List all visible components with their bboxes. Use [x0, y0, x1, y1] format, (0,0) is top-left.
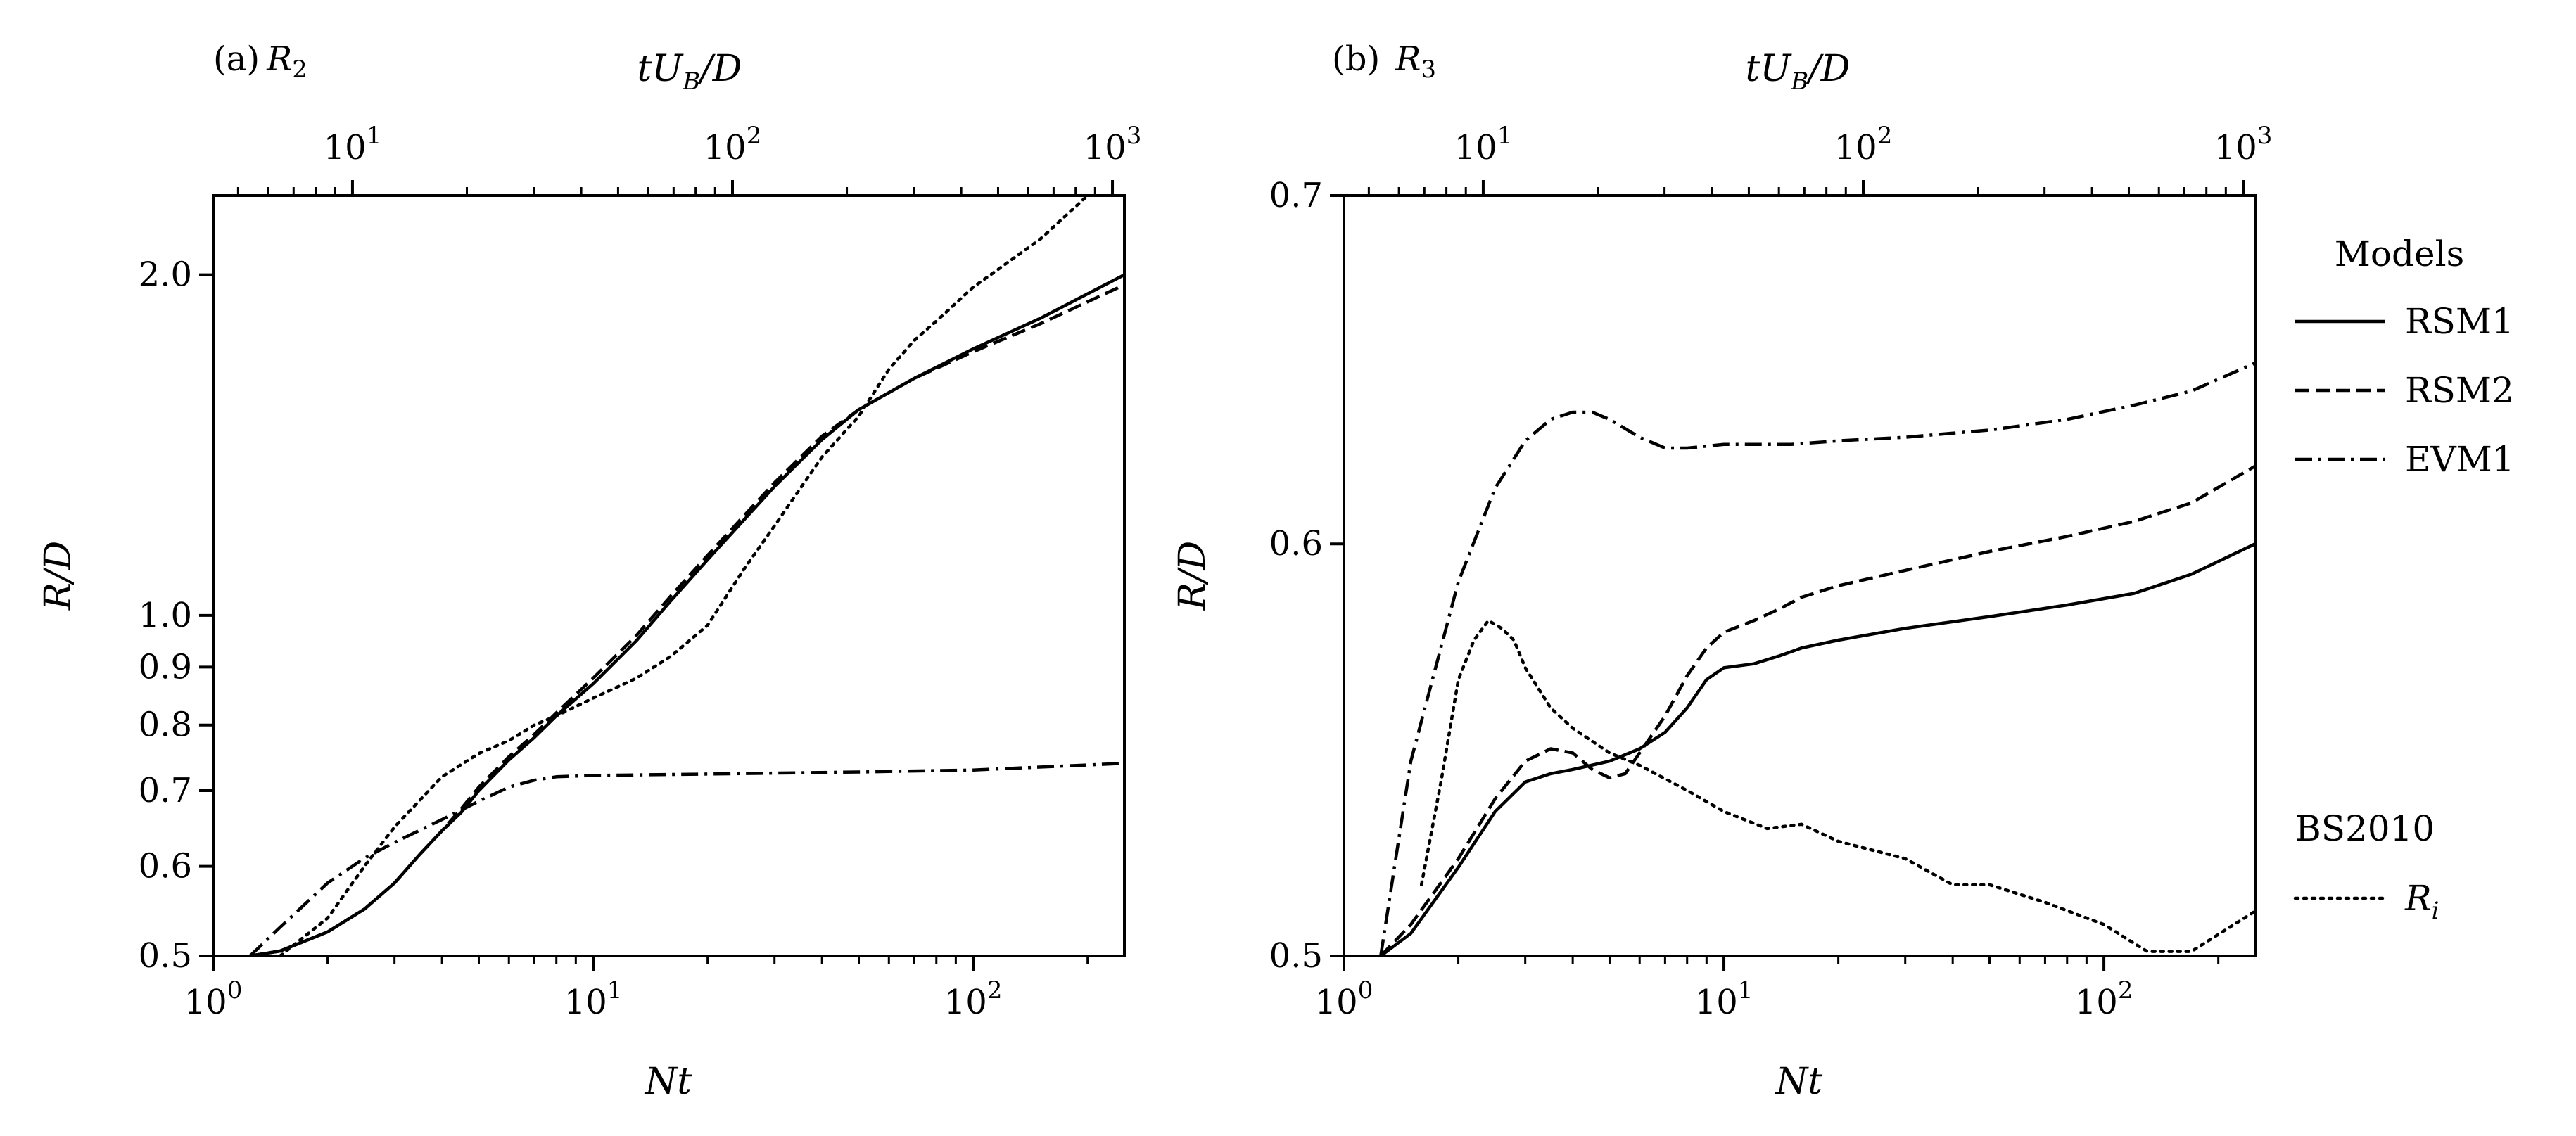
y-tick-label: 0.9 — [139, 647, 192, 687]
panel-b: (b) R3 tUB/D 101 102 103 100 101 102 0.50.60.… — [1172, 39, 2272, 1103]
y-tick-label: 2.0 — [139, 255, 192, 295]
panel-b-y-axis: 0.5 0.6 0.7 — [1269, 176, 1344, 976]
panel-b-x-axis: 100 101 102 — [1315, 956, 2220, 1022]
legend-title: Models — [2335, 234, 2465, 274]
panel-b-series — [1379, 362, 2255, 956]
y-tick-label: 0.5 — [1269, 936, 1323, 976]
top-tick-label: 103 — [2214, 122, 2273, 167]
top-tick-label: 103 — [1084, 122, 1142, 167]
x-tick-label: 102 — [2075, 976, 2133, 1022]
y-tick-label: 0.6 — [139, 847, 192, 886]
panel-b-top-axis-label: tUB/D — [1746, 48, 1851, 96]
x-tick-label: 101 — [564, 976, 623, 1022]
panel-a-frame — [212, 194, 1126, 957]
panel-b-top-axis: 101 102 103 — [1367, 122, 2273, 196]
y-tick-label: 0.8 — [139, 706, 192, 745]
top-tick-label: 102 — [1834, 122, 1893, 167]
panel-b-frame — [1343, 194, 2257, 957]
top-tick-label: 101 — [324, 122, 382, 167]
x-tick-label: 100 — [1315, 976, 1373, 1022]
legend-label-rsm1: RSM1 — [2405, 301, 2514, 342]
panel-a-x-label: Nt — [644, 1061, 692, 1103]
x-tick-label: 100 — [184, 976, 243, 1022]
legend-ref-title: BS2010 — [2295, 808, 2435, 849]
series-line-rsm2 — [249, 283, 1124, 956]
panel-b-y-label: R/D — [1172, 541, 1214, 611]
top-tick-label: 102 — [704, 122, 762, 167]
series-line-evm1 — [248, 761, 1124, 956]
panel-a-series — [248, 196, 1124, 956]
legend-ref: Ri — [2293, 878, 2439, 925]
legend-label-rsm2: RSM2 — [2405, 370, 2514, 411]
y-tick-label: 0.7 — [139, 771, 192, 810]
panel-b-x-label: Nt — [1775, 1061, 1823, 1103]
x-tick-label: 102 — [944, 976, 1003, 1022]
panel-a-x-axis: 100 101 102 — [184, 956, 1089, 1022]
y-tick-label: 0.5 — [139, 936, 192, 976]
panel-a-label: (a) R2 — [213, 39, 307, 84]
legend-label-evm1: EVM1 — [2405, 439, 2515, 480]
x-tick-label: 101 — [1695, 976, 1753, 1022]
legend-models: RSM1 RSM2 EVM1 — [2295, 301, 2515, 480]
top-tick-label: 101 — [1454, 122, 1513, 167]
panel-a-y-axis: 0.5 0.6 0.7 0.8 0.9 1.0 2.0 — [139, 255, 213, 976]
panel-a-y-label: R/D — [37, 541, 80, 611]
series-line-evm1 — [1379, 362, 2255, 956]
y-tick-label: 0.6 — [1269, 524, 1323, 563]
series-line-rsm2 — [1379, 464, 2255, 956]
panel-a-top-axis-label: tUB/D — [637, 48, 742, 96]
legend: Models RSM1 RSM2 EVM1 BS2010 Ri — [2293, 234, 2515, 925]
series-line-rsm1 — [1379, 542, 2255, 956]
panel-a: (a) R2 tUB/D 101 102 103 100 101 102 0.50.60.… — [37, 39, 1141, 1103]
series-line-r-i — [278, 196, 1089, 956]
y-tick-label: 0.7 — [1269, 176, 1323, 215]
y-tick-label: 1.0 — [139, 596, 192, 635]
series-line-r-i — [1419, 618, 2255, 953]
panel-b-label: (b) R3 — [1332, 39, 1436, 84]
legend-label-ri: Ri — [2404, 878, 2439, 925]
